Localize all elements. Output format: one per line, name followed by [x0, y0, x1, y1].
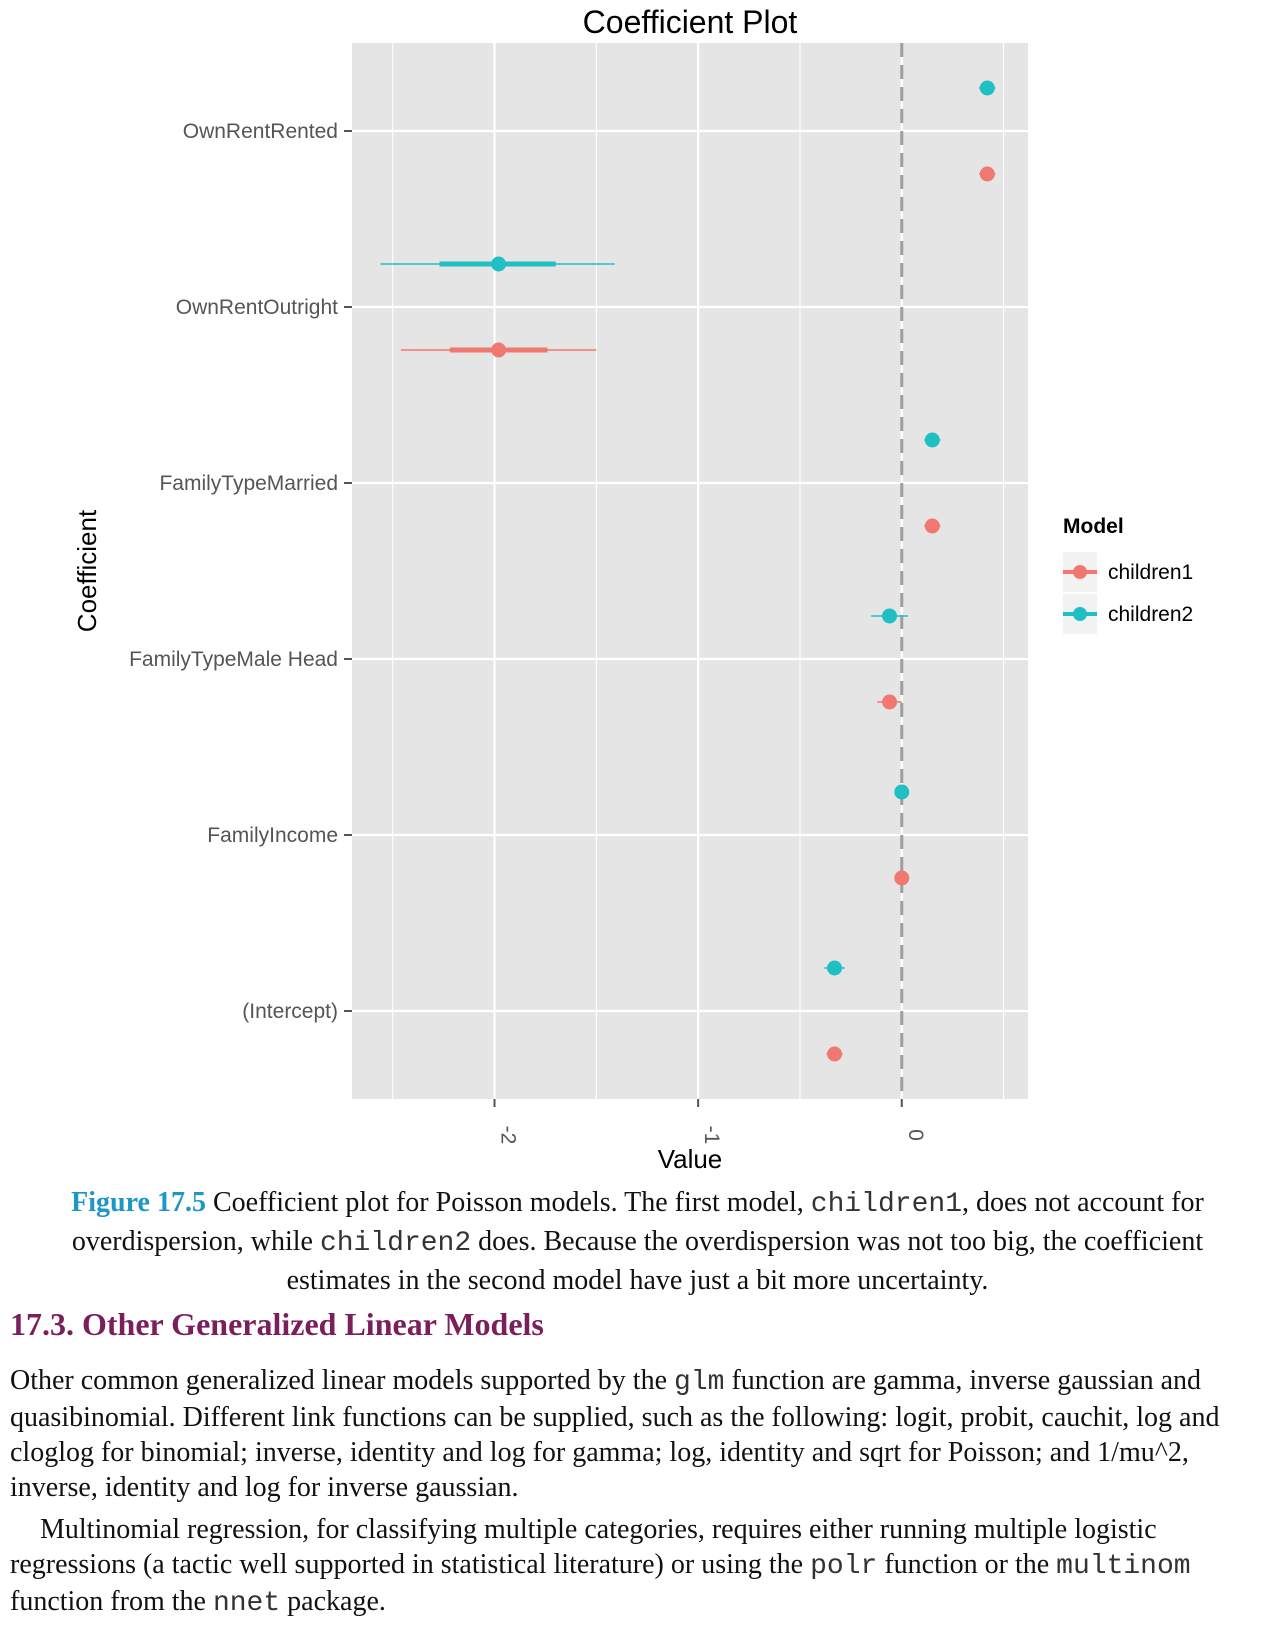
x-axis-ticks: -2 -1 0: [493, 1099, 927, 1145]
coefficient-point: [979, 166, 995, 182]
y-tick-label: FamilyTypeMarried: [159, 472, 338, 495]
body-paragraph: Multinomial regression, for classifying …: [10, 1512, 1265, 1621]
legend-items: children1 children2: [1063, 552, 1193, 634]
legend: Model children1 children2: [1063, 515, 1193, 634]
paragraph-text: function or the: [877, 1549, 1057, 1580]
paragraph-text: Other common generalized linear models s…: [10, 1365, 675, 1396]
legend-label: children1: [1108, 561, 1193, 584]
paragraph-text: Multinomial regression, for classifying …: [10, 1514, 1157, 1580]
section-heading: 17.3. Other Generalized Linear Models: [10, 1306, 544, 1342]
plot-panel: [352, 43, 1028, 1099]
x-axis-title: Value: [658, 1144, 723, 1174]
coefficient-point: [882, 608, 898, 624]
inline-code: glm: [674, 1367, 725, 1398]
coefficient-point: [827, 960, 843, 976]
inline-code: polr: [810, 1551, 878, 1582]
coefficient-point: [924, 432, 940, 448]
y-tick-label: (Intercept): [242, 1000, 338, 1023]
coefficient-point: [894, 870, 910, 886]
paragraph-text: function from the: [10, 1586, 213, 1617]
body-paragraph: Other common generalized linear models s…: [10, 1363, 1265, 1505]
y-axis-ticks: OwnRentRented OwnRentOutright FamilyTypeMa…: [129, 120, 352, 1023]
coefficient-point: [491, 342, 507, 358]
legend-title: Model: [1063, 515, 1124, 538]
figure-caption: Figure 17.5 Coefficient plot for Poisson…: [30, 1184, 1245, 1299]
x-tick-label: -2: [497, 1126, 520, 1145]
paragraph-text: package.: [280, 1586, 386, 1617]
coefficient-point: [827, 1046, 843, 1062]
data-marks: [380, 80, 996, 1062]
coefficient-point: [491, 256, 507, 272]
coefficient-point: [894, 784, 910, 800]
coefficient-plot: Coefficient Plot OwnRentRented OwnRentOut…: [72, 4, 1193, 1174]
caption-text: Coefficient plot for Poisson models. The…: [205, 1187, 811, 1218]
caption-text: does. Because the overdispersion was not…: [286, 1226, 1204, 1296]
caption-code: children2: [319, 1228, 472, 1259]
legend-key-point: [1073, 607, 1087, 621]
y-tick-label: FamilyIncome: [207, 824, 338, 847]
coefficient-point: [882, 694, 898, 710]
coefficient-point: [924, 518, 940, 534]
y-tick-label: OwnRentOutright: [176, 296, 338, 319]
y-tick-label: OwnRentRented: [183, 120, 338, 143]
caption-code: children1: [810, 1189, 962, 1220]
legend-key-point: [1073, 565, 1087, 579]
inline-code: multinom: [1056, 1551, 1191, 1582]
legend-label: children2: [1108, 603, 1193, 626]
y-tick-label: FamilyTypeMale Head: [129, 648, 338, 671]
paragraph-text: function are gamma, inverse gaussian and…: [10, 1365, 1220, 1503]
coefficient-point: [979, 80, 995, 96]
inline-code: nnet: [212, 1588, 281, 1619]
x-tick-label: -1: [700, 1126, 723, 1145]
caption-text: , does not account for overdispersion, w…: [71, 1187, 1204, 1257]
figure-label: Figure 17.5: [71, 1187, 206, 1218]
x-tick-label: 0: [904, 1129, 927, 1141]
chart-title: Coefficient Plot: [583, 4, 798, 40]
y-axis-title: Coefficient: [72, 509, 102, 632]
